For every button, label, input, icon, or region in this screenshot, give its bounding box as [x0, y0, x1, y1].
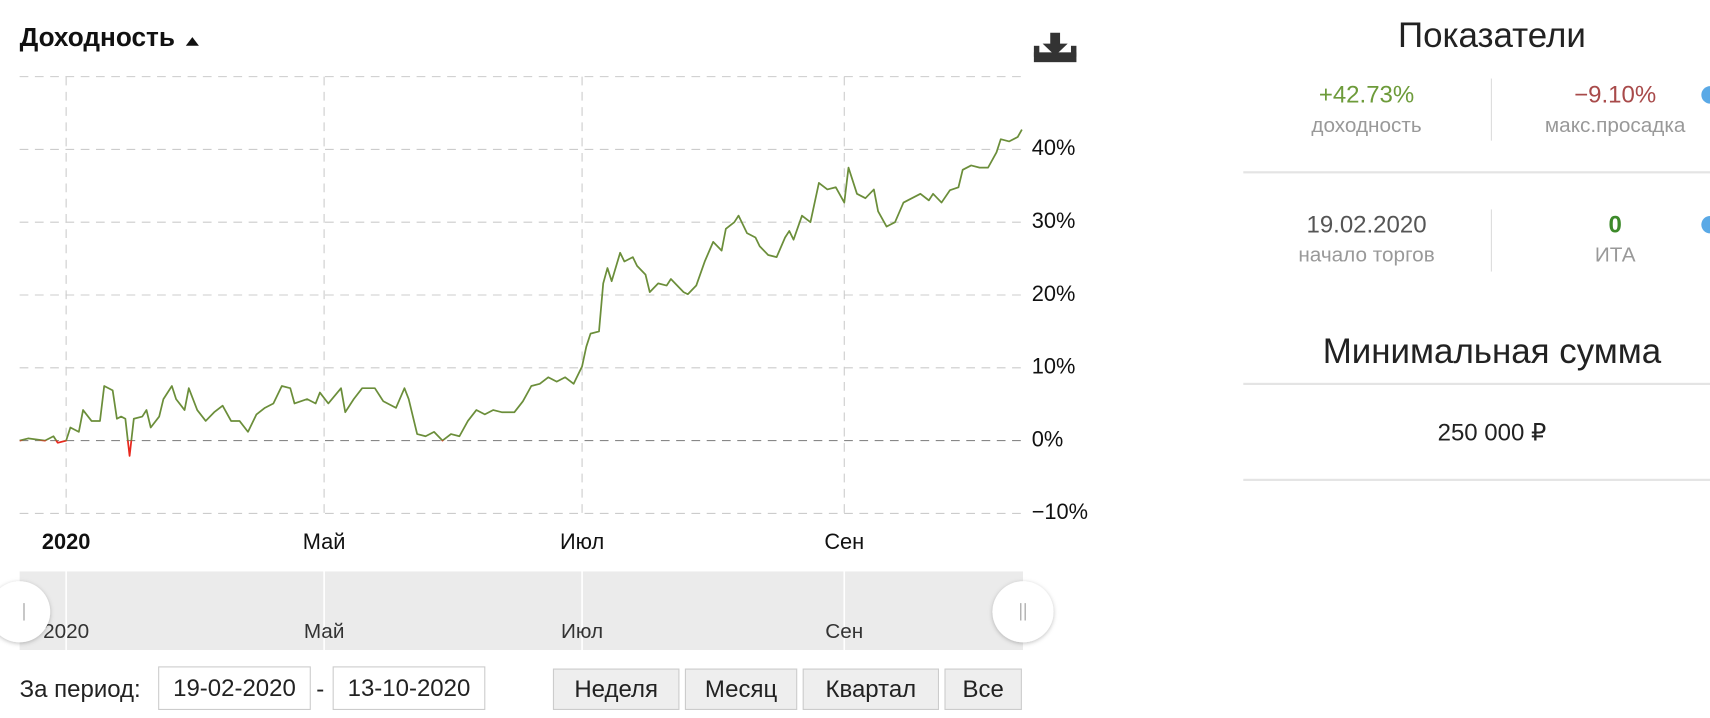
divider	[1243, 171, 1710, 174]
panel-title: Показатели	[1397, 15, 1586, 55]
navigator-label: Июл	[561, 620, 603, 643]
date-input[interactable]: 19-02-2020	[158, 666, 311, 710]
y-tick-label: 10%	[1032, 354, 1076, 379]
x-tick-label: Сен	[824, 529, 864, 554]
download-icon[interactable]	[1033, 32, 1077, 63]
metric-value: −9.10%	[1574, 80, 1657, 108]
download-tray-side[interactable]	[1033, 45, 1040, 57]
divider	[1243, 478, 1710, 481]
metric-label: начало торгов	[1298, 244, 1435, 268]
chart-title[interactable]: Доходность	[20, 22, 175, 52]
metric-value: 0	[1608, 210, 1622, 238]
navigator-label: Сен	[825, 620, 863, 643]
metric-label: доходность	[1311, 114, 1422, 138]
y-tick-label: 0%	[1032, 426, 1064, 451]
download-arrow[interactable]	[1042, 32, 1068, 56]
navigator-label: 2020	[43, 620, 89, 643]
y-tick-label: −10%	[1032, 499, 1088, 524]
series-line	[19, 129, 1023, 457]
navigator-label: Май	[304, 620, 345, 643]
x-tick-label: 2020	[42, 529, 91, 554]
date-input[interactable]: 13-10-2020	[332, 666, 486, 710]
metric-label: ИТА	[1594, 244, 1636, 268]
info-icon[interactable]	[1701, 215, 1710, 234]
separator: -	[316, 675, 325, 703]
x-tick-label: Май	[303, 529, 346, 554]
divider	[1243, 382, 1710, 385]
y-tick-label: 40%	[1032, 135, 1076, 160]
y-tick-label: 30%	[1032, 208, 1076, 233]
divider	[1490, 209, 1492, 272]
navigator-handle[interactable]	[992, 581, 1054, 643]
y-tick-label: 20%	[1032, 281, 1076, 306]
period-label: За период:	[19, 675, 141, 703]
navigator-band[interactable]	[19, 571, 1023, 650]
metric-label: макс.просадка	[1544, 114, 1686, 138]
section-title: Минимальная сумма	[1322, 331, 1662, 371]
range-button[interactable]: Квартал	[802, 668, 940, 710]
download-tray[interactable]	[1033, 52, 1077, 63]
divider	[1490, 78, 1492, 141]
range-button[interactable]: Неделя	[552, 668, 680, 710]
download-tray-side[interactable]	[1070, 45, 1077, 57]
range-button[interactable]: Все	[944, 668, 1022, 710]
x-tick-label: Июл	[560, 529, 604, 554]
info-icon[interactable]	[1701, 86, 1710, 104]
chart: Доходность −10% 0% 10% 20% 30% 40% 2020 2020 Май…	[0, 22, 1088, 650]
range-button[interactable]: Месяц	[684, 668, 798, 710]
navigator-handle[interactable]	[0, 581, 51, 643]
min-sum-value: 250 000 ₽	[1437, 418, 1547, 447]
metric-value: +42.73%	[1318, 80, 1415, 108]
metric-value: 19.02.2020	[1306, 210, 1427, 238]
sort-caret[interactable]	[185, 37, 199, 46]
